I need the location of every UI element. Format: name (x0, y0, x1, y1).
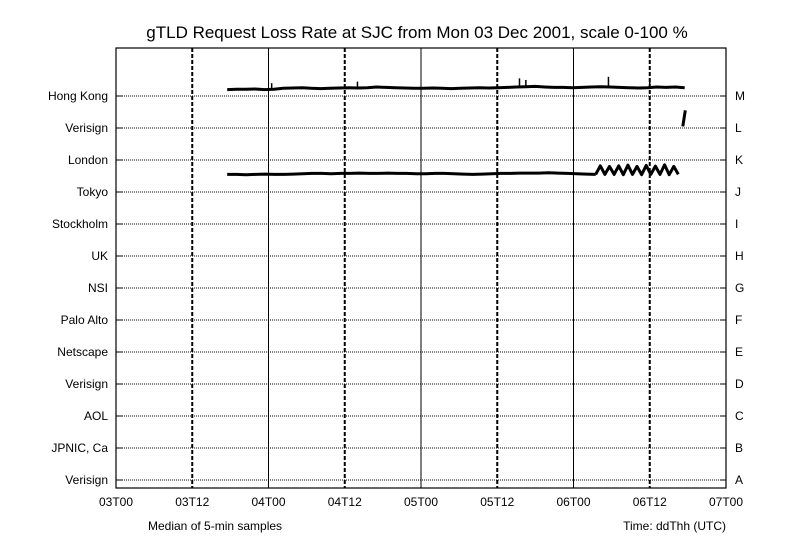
footer-right-label: Time: ddThh (UTC) (623, 519, 726, 533)
row-letter-label: D (735, 377, 744, 391)
chart-title: gTLD Request Loss Rate at SJC from Mon 0… (146, 23, 687, 42)
series-line-l (681, 110, 687, 127)
series-line-j (227, 171, 596, 177)
x-tick-label: 05T00 (404, 495, 438, 509)
x-axis-ticks: 03T00 03T12 04T00 04T12 05T00 05T12 06T00 06T12… (99, 495, 743, 509)
row-server-label: Verisign (65, 473, 108, 487)
row-letter-label: E (735, 345, 743, 359)
series-line-m (227, 84, 685, 92)
row-server-label: JPNIC, Ca (51, 441, 108, 455)
row-letter-label: M (735, 89, 745, 103)
row-letter-label: I (735, 217, 738, 231)
x-tick-label: 03T12 (175, 495, 209, 509)
x-tick-label: 03T00 (99, 495, 133, 509)
row-server-label: NSI (88, 281, 108, 295)
row-server-label: Hong Kong (48, 89, 108, 103)
row-letter-label: A (735, 473, 743, 487)
row-server-label: Palo Alto (61, 313, 109, 327)
x-tick-label: 07T00 (709, 495, 743, 509)
row-server-label: Verisign (65, 377, 108, 391)
row-server-label: UK (91, 249, 108, 263)
x-tick-label: 04T00 (251, 495, 285, 509)
x-tick-label: 06T00 (556, 495, 590, 509)
row-server-label: Verisign (65, 121, 108, 135)
row-letter-label: J (735, 185, 741, 199)
x-tick-label: 05T12 (480, 495, 514, 509)
row-letter-label: B (735, 441, 743, 455)
row-server-label: Stockholm (52, 217, 108, 231)
row-letter-label: C (735, 409, 744, 423)
row-server-label: AOL (84, 409, 108, 423)
row-letter-label: H (735, 249, 744, 263)
row-server-label: Tokyo (77, 185, 109, 199)
footer-left-label: Median of 5-min samples (148, 519, 282, 533)
series (227, 76, 687, 177)
row-letter-label: F (735, 313, 742, 327)
row-letter-label: G (735, 281, 744, 295)
row-letter-label: L (735, 121, 742, 135)
row-server-label: London (68, 153, 108, 167)
row-letter-label: K (735, 153, 743, 167)
row-labels: Hong Kong M Verisign L London K Tokyo J Stockhol… (48, 89, 745, 487)
x-tick-label: 04T12 (328, 495, 362, 509)
row-server-label: Netscape (57, 345, 108, 359)
x-tick-label: 06T12 (633, 495, 667, 509)
grid (116, 48, 726, 488)
series-line-j (594, 163, 680, 177)
